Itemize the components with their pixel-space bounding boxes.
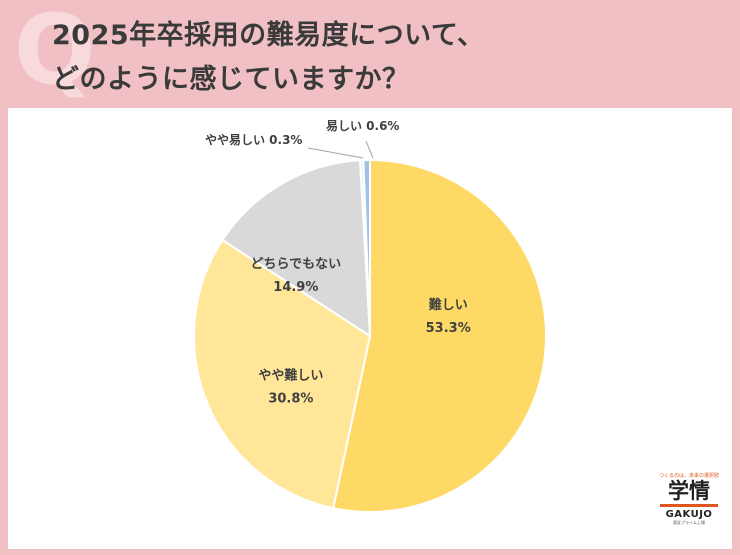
slice-2-label: やや難しい xyxy=(258,367,323,383)
slice-3-value: 14.9% xyxy=(273,280,318,295)
title-line-2: どのように感じていますか？ xyxy=(52,64,410,95)
logo-tagline: つくるのは、未来の選択肢 xyxy=(659,473,719,479)
slice-labels: 難しい 53.3% やや難しい 30.8% どちらでもない 14.9% やや易しい 0.3%… xyxy=(205,119,471,406)
slice-4-label: やや易しい 0.3% xyxy=(205,133,302,147)
page-title: 2025年卒採用の難易度について、 どのように感じていますか？ xyxy=(52,14,485,102)
slice-5-label: 易しい 0.6% xyxy=(326,119,399,133)
slice-1-value: 53.3% xyxy=(426,321,471,336)
logo-kanji: 学情 xyxy=(668,479,710,503)
logo-bar xyxy=(660,504,718,507)
pie-chart: 難しい 53.3% やや難しい 30.8% どちらでもない 14.9% やや易しい 0.3%… xyxy=(193,119,547,513)
slice-1 xyxy=(332,158,547,513)
slice-5 xyxy=(362,158,371,337)
slice-2 xyxy=(193,238,372,510)
question-mark-icon: Q xyxy=(14,0,96,106)
slice-4-leader xyxy=(307,147,364,159)
slice-5-leader xyxy=(365,140,374,159)
logo-latin: GAKUJO xyxy=(665,509,713,520)
logo-subline: 東証プライム上場 xyxy=(673,520,705,525)
title-line-1: 2025年卒採用の難易度について、 xyxy=(52,20,485,51)
pie-slices xyxy=(193,158,547,513)
chart-panel: 難しい 53.3% やや難しい 30.8% どちらでもない 14.9% やや易しい 0.3%… xyxy=(8,108,732,549)
slice-3 xyxy=(221,159,372,338)
slice-3-label: どちらでもない xyxy=(251,257,342,272)
leader-lines xyxy=(307,140,374,159)
slice-1-label: 難しい xyxy=(429,297,468,313)
slice-2-value: 30.8% xyxy=(268,391,313,406)
gakujo-logo: つくるのは、未来の選択肢 学情 GAKUJO 東証プライム上場 xyxy=(656,472,722,526)
